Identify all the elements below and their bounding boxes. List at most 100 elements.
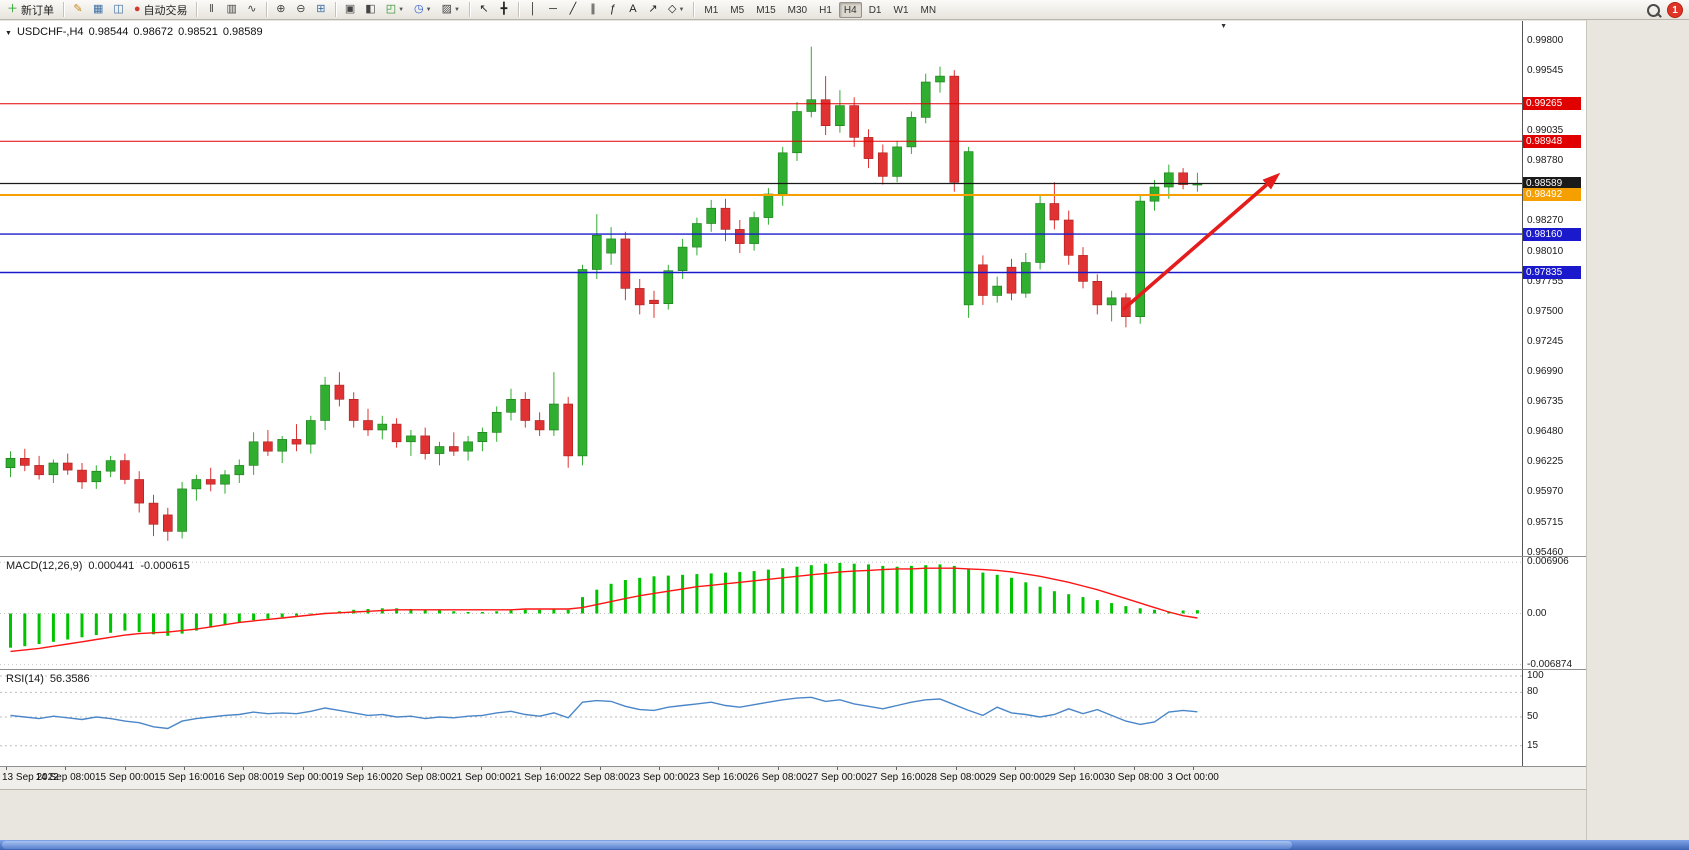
chevron-down-icon: ▼ — [425, 6, 432, 13]
time-label: 23 Sep 16:00 — [688, 772, 748, 783]
time-label: 27 Sep 16:00 — [866, 772, 927, 783]
candlestick-chart-button[interactable]: ▥ — [222, 1, 240, 19]
horizontal-line-button[interactable]: ─ — [544, 1, 562, 19]
toolbar-separator — [196, 2, 198, 17]
zoom-in-button[interactable]: ⊕ — [272, 1, 290, 19]
templates-icon: ▨ — [441, 3, 453, 15]
period-button[interactable]: ◷ ▼ — [410, 1, 436, 19]
rsi-axis-tick: 100 — [1527, 670, 1544, 681]
toolbar: ＋新订单 ✎ ▦ ◫ ● 自动交易 ‖ ▥ ∿ ⊕ ⊖ ⊞ ▣ ◧ ◰ ▼ ◷ ▼ ▨ ▼ ↖ ╋ │ ─ ╱ ∥ ƒ A ↗ ◇ ▼ M1 M… — [0, 0, 1689, 20]
timeframe-h4-button[interactable]: H4 — [838, 1, 862, 18]
notification-badge[interactable]: 1 — [1667, 2, 1683, 18]
trendline-icon: ╱ — [569, 3, 577, 15]
vertical-line-button[interactable]: │ — [524, 1, 542, 19]
timeframe-h1-button[interactable]: H1 — [814, 2, 837, 18]
price-tick: 0.96735 — [1527, 396, 1564, 408]
macd-value-signal: -0.000615 — [140, 560, 190, 572]
timeframe-mn-button[interactable]: MN — [916, 2, 942, 18]
candlestick-chart[interactable] — [0, 21, 1522, 562]
crosshair-button[interactable]: ╋ — [495, 1, 513, 19]
price-tick: 0.95715 — [1527, 516, 1564, 528]
toolbar-separator — [468, 2, 470, 17]
chart-symbol-label: USDCHF-,H4 — [16, 26, 84, 38]
time-tick — [243, 767, 245, 770]
tile-windows-button[interactable]: ⊞ — [312, 1, 330, 19]
zoom-out-button[interactable]: ⊖ — [292, 1, 310, 19]
text-button[interactable]: A — [624, 1, 642, 19]
timeframe-d1-button[interactable]: D1 — [864, 2, 887, 18]
price-badge: 0.98492 — [1523, 188, 1581, 202]
horizontal-scrollbar[interactable] — [0, 840, 1689, 850]
timeframe-w1-button[interactable]: W1 — [889, 2, 914, 18]
candlestick-icon: ▥ — [226, 3, 237, 15]
price-tick: 0.99545 — [1527, 64, 1564, 76]
time-tick — [718, 767, 720, 770]
shapes-button[interactable]: ◇ ▼ — [664, 1, 688, 19]
channel-button[interactable]: ∥ — [584, 1, 602, 19]
macd-axis-tick: 0.00 — [1527, 607, 1547, 619]
time-label: 23 Sep 00:00 — [629, 772, 689, 783]
data-window-button[interactable]: ◫ — [109, 1, 127, 19]
trend-arrow[interactable] — [1121, 172, 1281, 311]
line-chart-icon: ∿ — [247, 3, 257, 15]
horizontal-scrollbar-thumb[interactable] — [2, 841, 1292, 849]
autotrading-button[interactable]: ● 自动交易 — [130, 1, 192, 19]
chart-shift-marker[interactable]: ▼ — [1220, 23, 1228, 30]
shapes-icon: ◇ — [667, 3, 677, 15]
macd-signal-line — [10, 567, 1198, 653]
time-tick — [6, 767, 7, 770]
horizontal-line-icon: ─ — [549, 3, 557, 15]
rsi-panel[interactable]: RSI(14) 56.3586 100 80 50 15 — [0, 670, 1586, 767]
timeframe-m30-button[interactable]: M30 — [783, 2, 812, 18]
new-chart-button[interactable]: ◰ ▼ — [382, 1, 408, 19]
price-tick: 0.98010 — [1527, 245, 1564, 257]
fibonacci-button[interactable]: ƒ — [604, 1, 622, 19]
ohlc-high: 0.98672 — [133, 26, 174, 38]
channel-icon: ∥ — [590, 3, 596, 15]
chevron-down-icon: ▼ — [398, 6, 405, 13]
arrows-button[interactable]: ↗ — [644, 1, 662, 19]
toolbar-separator — [63, 2, 64, 17]
macd-panel[interactable]: MACD(12,26,9) 0.000441 -0.000615 0.006906 0… — [0, 556, 1586, 670]
timeframe-m5-button[interactable]: M5 — [725, 2, 749, 18]
macd-axis-line — [1522, 557, 1523, 669]
bar-chart-button[interactable]: ‖ — [202, 1, 220, 19]
time-label: 28 Sep 08:00 — [925, 772, 986, 783]
auto-arrange-button[interactable]: ▣ — [341, 1, 359, 19]
price-badge: 0.97835 — [1523, 265, 1581, 279]
autotrading-icon: ● — [133, 3, 141, 15]
time-label: 19 Sep 16:00 — [332, 772, 392, 783]
metaeditor-button[interactable]: ✎ — [69, 1, 87, 19]
new-order-icon: ＋ — [7, 3, 18, 15]
price-badge: 0.98160 — [1523, 227, 1581, 241]
chart-caret-icon[interactable]: ▼ — [5, 30, 12, 37]
time-label: 27 Sep 00:00 — [807, 772, 867, 783]
time-tick — [1074, 767, 1076, 770]
trendline-button[interactable]: ╱ — [564, 1, 582, 19]
time-label: 15 Sep 00:00 — [94, 772, 155, 783]
price-panel[interactable]: ▼ USDCHF-,H4 0.98544 0.98672 0.98521 0.98589 … — [0, 21, 1586, 558]
profiles-button[interactable]: ▦ — [89, 1, 107, 19]
timeframe-m15-button[interactable]: M15 — [751, 2, 780, 18]
candles — [5, 46, 1203, 541]
macd-chart — [0, 557, 1522, 675]
rsi-axis-tick: 15 — [1527, 739, 1539, 751]
time-label: 3 Oct 00:00 — [1167, 772, 1219, 783]
clock-icon: ◷ — [414, 3, 424, 15]
time-tick — [184, 767, 186, 770]
toolbar-items: ＋新订单 ✎ ▦ ◫ ● 自动交易 ‖ ▥ ∿ ⊕ ⊖ ⊞ ▣ ◧ ◰ ▼ ◷ ▼ ▨ ▼ ↖ ╋ │ ─ ╱ ∥ ƒ A ↗ ◇ ▼ M1 M… — [2, 0, 942, 19]
time-label: 26 Sep 08:00 — [747, 772, 808, 783]
timeframe-m1-button[interactable]: M1 — [699, 2, 723, 18]
search-icon[interactable] — [1647, 3, 1660, 17]
rsi-chart — [0, 670, 1522, 772]
chart-shift-button[interactable]: ◧ — [361, 1, 379, 19]
new-order-button[interactable]: ＋新订单 — [3, 1, 58, 19]
zoom-in-icon: ⊕ — [276, 3, 286, 15]
price-tick: 0.98270 — [1527, 215, 1564, 227]
data-window-icon: ◫ — [113, 3, 124, 15]
templates-button[interactable]: ▨ ▼ — [438, 1, 464, 19]
line-chart-button[interactable]: ∿ — [243, 1, 261, 19]
price-tick: 0.95460 — [1527, 546, 1564, 558]
cursor-button[interactable]: ↖ — [475, 1, 493, 19]
